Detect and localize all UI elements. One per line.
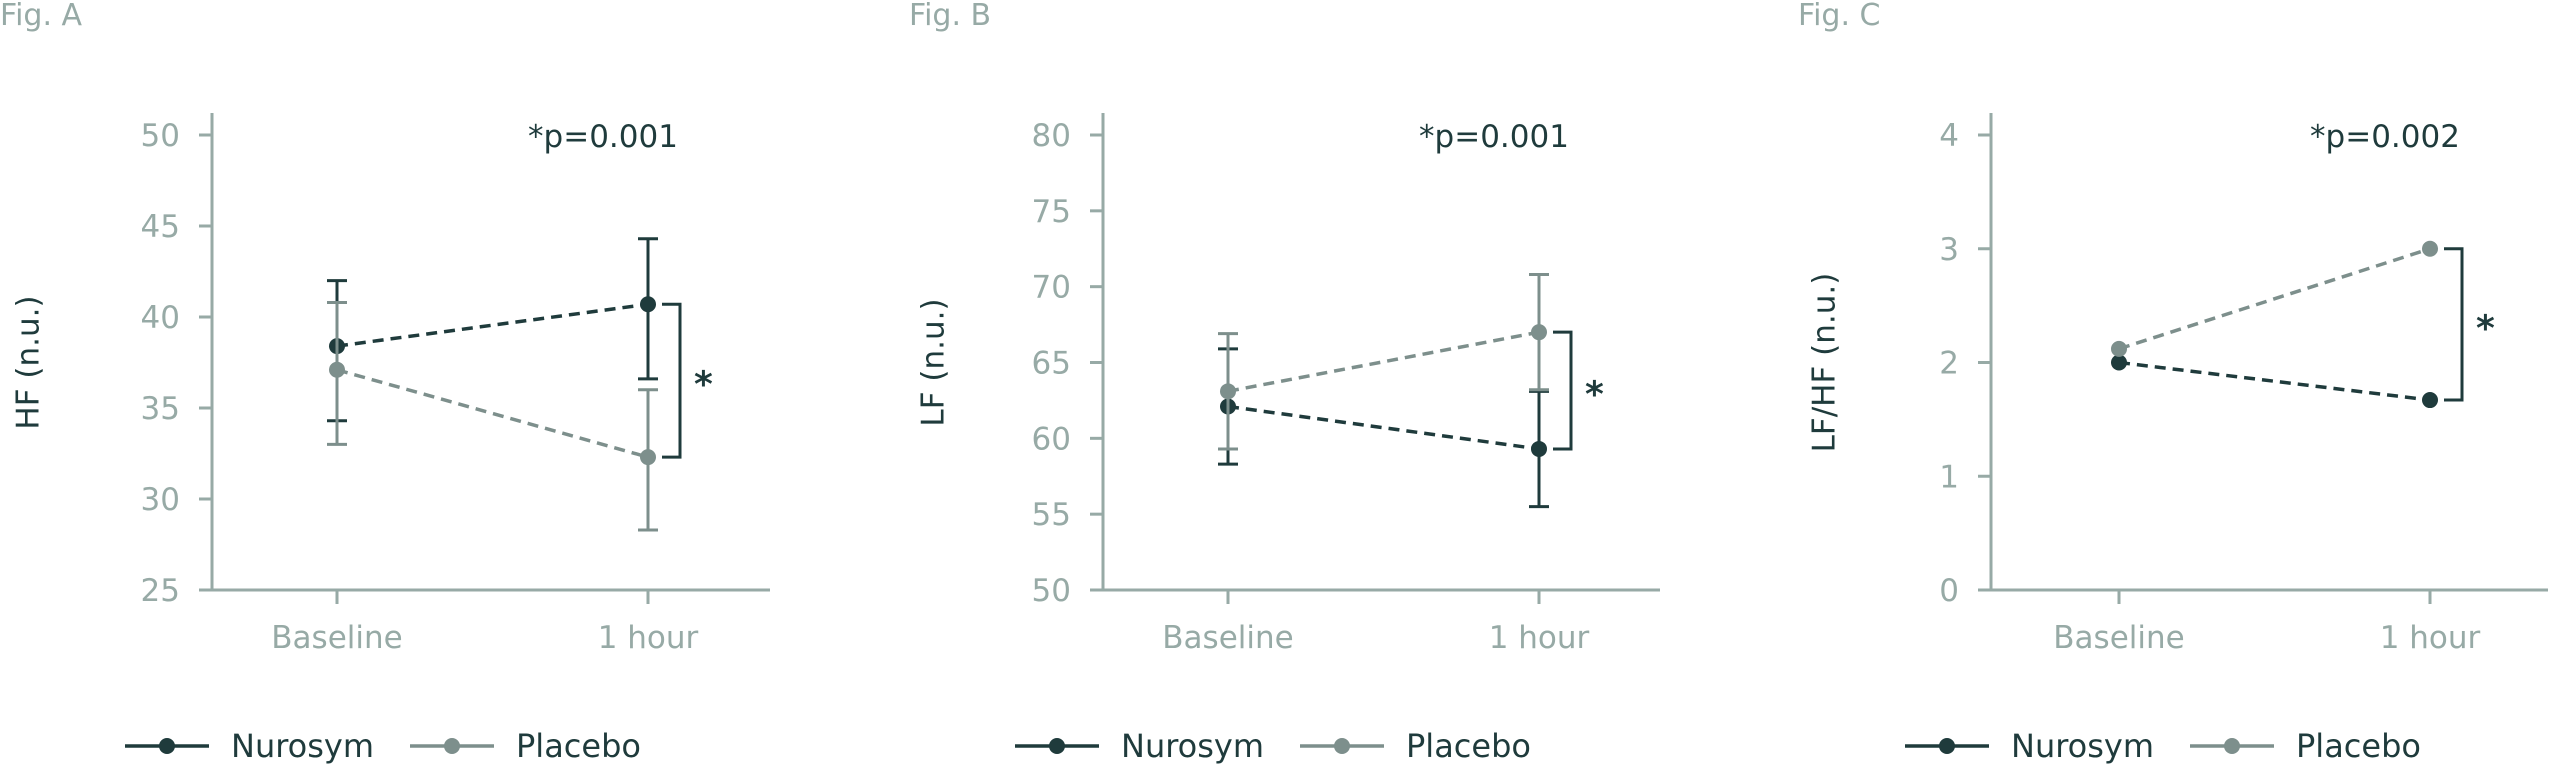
legend-label-nurosym: Nurosym (231, 727, 374, 765)
y-tick-label: 65 (1032, 346, 1071, 382)
legend: Nurosym Placebo (1015, 727, 1531, 765)
y-tick-label: 3 (1939, 232, 1959, 268)
legend-marker-placebo (1334, 738, 1350, 754)
placebo-series-line (2118, 247, 2431, 351)
placebo-data-point (640, 449, 656, 466)
legend-label-placebo: Placebo (516, 727, 641, 765)
placebo-data-point (1220, 383, 1236, 400)
figure-label: Fig. C (1798, 0, 1880, 33)
nurosym-data-point (2422, 392, 2438, 409)
y-tick-label: 70 (1032, 270, 1071, 306)
legend-label-nurosym: Nurosym (1121, 727, 1264, 765)
y-tick-label: 0 (1939, 573, 1959, 609)
legend-label-placebo: Placebo (2296, 727, 2421, 765)
legend-marker-placebo (444, 738, 460, 754)
y-tick-label: 45 (141, 209, 180, 245)
legend-marker-nurosym (1939, 738, 1955, 754)
y-axis-title: LF (n.u.) (916, 298, 952, 426)
chart-panel-3: Fig. C 0 1 2 3 4 Baseline 1 hour LF/HF (n.u.) *p=… (1798, 0, 2548, 765)
significance-bracket (662, 302, 682, 459)
y-tick-label: 2 (1939, 346, 1959, 382)
placebo-data-point (329, 361, 345, 378)
x-tick-label: Baseline (271, 620, 402, 656)
nurosym-data-point (2111, 354, 2127, 371)
placebo-data-point (2422, 240, 2438, 257)
legend-marker-placebo (2224, 738, 2240, 754)
x-tick-label: 1 hour (2380, 620, 2481, 656)
significance-bracket (2444, 247, 2464, 402)
y-tick-label: 80 (1032, 118, 1071, 154)
y-tick-label: 50 (141, 118, 180, 154)
nurosym-series-line (336, 302, 649, 348)
legend-label-nurosym: Nurosym (2011, 727, 2154, 765)
figure-label: Fig. A (0, 0, 83, 33)
nurosym-data-point (1531, 440, 1547, 457)
p-value-annotation: *p=0.001 (528, 119, 678, 155)
p-value-annotation: *p=0.001 (1419, 119, 1569, 155)
y-tick-label: 35 (141, 391, 180, 427)
y-tick-label: 25 (141, 573, 180, 609)
legend: Nurosym Placebo (1905, 727, 2421, 765)
y-tick-label: 75 (1032, 194, 1071, 230)
y-tick-label: 50 (1032, 573, 1071, 609)
legend-label-placebo: Placebo (1406, 727, 1531, 765)
p-value-annotation: *p=0.002 (2310, 119, 2460, 155)
legend-marker-nurosym (159, 738, 175, 754)
y-tick-label: 60 (1032, 421, 1071, 457)
nurosym-series-line (2118, 360, 2431, 402)
nurosym-data-point (640, 296, 656, 313)
y-axis-title: HF (n.u.) (11, 295, 47, 429)
figure-label: Fig. B (909, 0, 991, 33)
x-tick-label: Baseline (1162, 620, 1293, 656)
x-tick-label: 1 hour (598, 620, 699, 656)
placebo-data-point (2111, 340, 2127, 357)
x-tick-label: Baseline (2053, 620, 2184, 656)
significance-star: * (2476, 308, 2495, 349)
legend-marker-nurosym (1049, 738, 1065, 754)
placebo-series-line (1227, 330, 1540, 394)
significance-bracket (1553, 330, 1573, 451)
chart-panel-2: Fig. B 50 55 60 65 70 75 80 Baseline 1 hour LF (n.… (909, 0, 1660, 765)
y-tick-label: 55 (1032, 497, 1071, 533)
y-axis-title: LF/HF (n.u.) (1807, 273, 1843, 453)
significance-star: * (1585, 375, 1604, 416)
y-tick-label: 30 (141, 482, 180, 518)
y-tick-label: 40 (141, 300, 180, 336)
placebo-data-point (1531, 324, 1547, 341)
y-tick-label: 4 (1939, 118, 1959, 154)
y-tick-label: 1 (1939, 459, 1959, 495)
nurosym-series-line (1227, 404, 1540, 451)
chart-panel-1: Fig. A 25 30 35 40 45 50 Baseline 1 hour HF (n.u.… (0, 0, 770, 765)
legend: Nurosym Placebo (125, 727, 641, 765)
significance-star: * (694, 365, 713, 406)
placebo-series-line (336, 368, 649, 459)
x-tick-label: 1 hour (1489, 620, 1590, 656)
